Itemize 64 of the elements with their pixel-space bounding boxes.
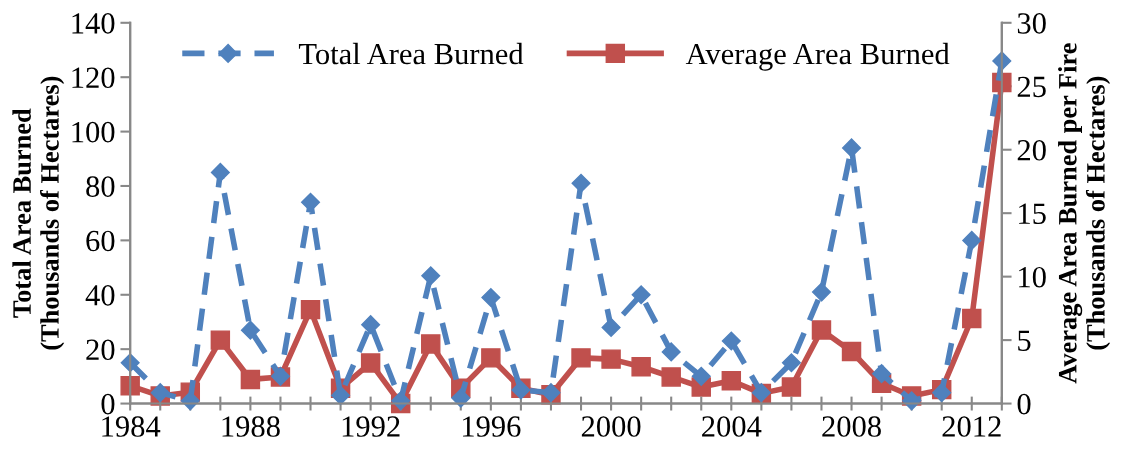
point	[421, 334, 441, 354]
y2-tick-label: 0	[1017, 393, 1031, 415]
point	[601, 317, 621, 337]
point	[481, 348, 501, 368]
point	[360, 353, 381, 373]
point	[240, 320, 260, 340]
y-tick-label: 40	[85, 285, 115, 306]
point	[210, 162, 230, 182]
point	[571, 348, 591, 368]
point	[811, 282, 832, 302]
y-tick-label: 120	[72, 67, 115, 89]
point	[631, 285, 651, 305]
x-tick-label: 1992	[342, 416, 400, 437]
x-tick-label: 1996	[462, 416, 521, 437]
point	[300, 192, 321, 212]
y-tick-label: 80	[86, 176, 115, 197]
x-tick-label: 2000	[581, 416, 641, 437]
point	[691, 366, 711, 386]
point	[421, 266, 441, 286]
legend-label: Average Area Burned	[685, 42, 950, 71]
point	[872, 364, 892, 384]
y2-tick-label: 5	[1018, 330, 1031, 351]
point	[962, 308, 982, 329]
y2-tick-label: 15	[1019, 203, 1046, 225]
point	[300, 299, 321, 320]
y-axis-title: Total Area Burned (Thousands of Hectares)	[12, 76, 65, 350]
y-tick-label: 140	[72, 13, 115, 34]
point	[451, 388, 471, 408]
y-tick-label: 20	[86, 339, 115, 361]
point	[631, 357, 651, 377]
x-tick-label: 2004	[702, 416, 762, 437]
point	[361, 315, 381, 335]
y2-tick-label: 25	[1017, 76, 1046, 98]
point	[781, 353, 801, 373]
point	[240, 369, 261, 390]
point	[601, 349, 621, 369]
x-tick-label: 2008	[822, 416, 881, 437]
point	[842, 138, 862, 158]
point	[661, 342, 681, 362]
point	[721, 370, 742, 391]
point	[811, 320, 832, 340]
x-tick-label: 2012	[942, 416, 1001, 437]
point	[661, 367, 681, 387]
point	[120, 376, 140, 396]
point	[180, 391, 200, 411]
point	[331, 385, 351, 405]
point	[962, 230, 982, 250]
y-tick-label: 0	[101, 393, 115, 415]
y2-tick-label: 20	[1017, 140, 1046, 161]
point	[781, 377, 802, 397]
point	[721, 331, 741, 351]
y-tick-label: 60	[86, 230, 115, 252]
point	[481, 287, 501, 308]
point	[210, 330, 231, 350]
y2-axis-title: Average Area Burned per Fire (Thousands of Hectares)	[1058, 43, 1111, 384]
point	[841, 341, 862, 362]
legend-label: Total Area Burned	[298, 42, 524, 65]
y2-tick-label: 10	[1019, 266, 1046, 288]
point	[902, 391, 922, 411]
x-tick-label: 1984	[102, 416, 161, 437]
y-tick-label: 100	[72, 121, 115, 143]
point	[571, 173, 591, 193]
y2-tick-label: 30	[1017, 13, 1046, 34]
x-tick-label: 1988	[222, 416, 280, 437]
